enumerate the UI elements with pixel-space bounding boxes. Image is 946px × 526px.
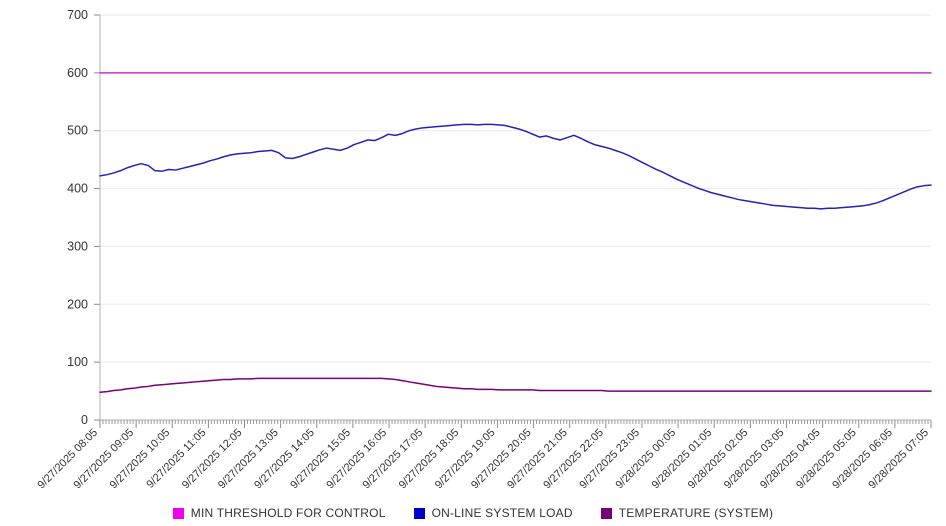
x-axis-label: 9/27/2025 08:05: [35, 427, 100, 492]
y-axis-label: 600: [67, 66, 88, 80]
y-axis-label: 100: [67, 355, 88, 369]
legend-item[interactable]: MIN THRESHOLD FOR CONTROL: [172, 506, 386, 520]
y-axis-label: 700: [67, 8, 88, 22]
y-axis-label: 300: [67, 239, 88, 253]
series-line-on-line-system-load: [99, 123, 932, 210]
legend-color-swatch-icon: [600, 507, 612, 519]
legend-color-swatch-icon: [413, 507, 425, 519]
legend-item[interactable]: ON-LINE SYSTEM LOAD: [413, 506, 573, 520]
legend-item-label: TEMPERATURE (SYSTEM): [618, 506, 774, 520]
y-axis-label: 500: [67, 124, 88, 138]
y-axis-label: 400: [67, 182, 88, 196]
series-line-temperature-system: [99, 377, 932, 393]
chart-legend: MIN THRESHOLD FOR CONTROL ON-LINE SYSTEM …: [0, 506, 946, 520]
y-axis-label: 0: [81, 413, 88, 427]
legend-item[interactable]: TEMPERATURE (SYSTEM): [600, 506, 774, 520]
y-axis-label: 200: [67, 297, 88, 311]
legend-color-swatch-icon: [172, 507, 184, 519]
legend-item-label: ON-LINE SYSTEM LOAD: [431, 506, 573, 520]
legend-item-label: MIN THRESHOLD FOR CONTROL: [190, 506, 386, 520]
